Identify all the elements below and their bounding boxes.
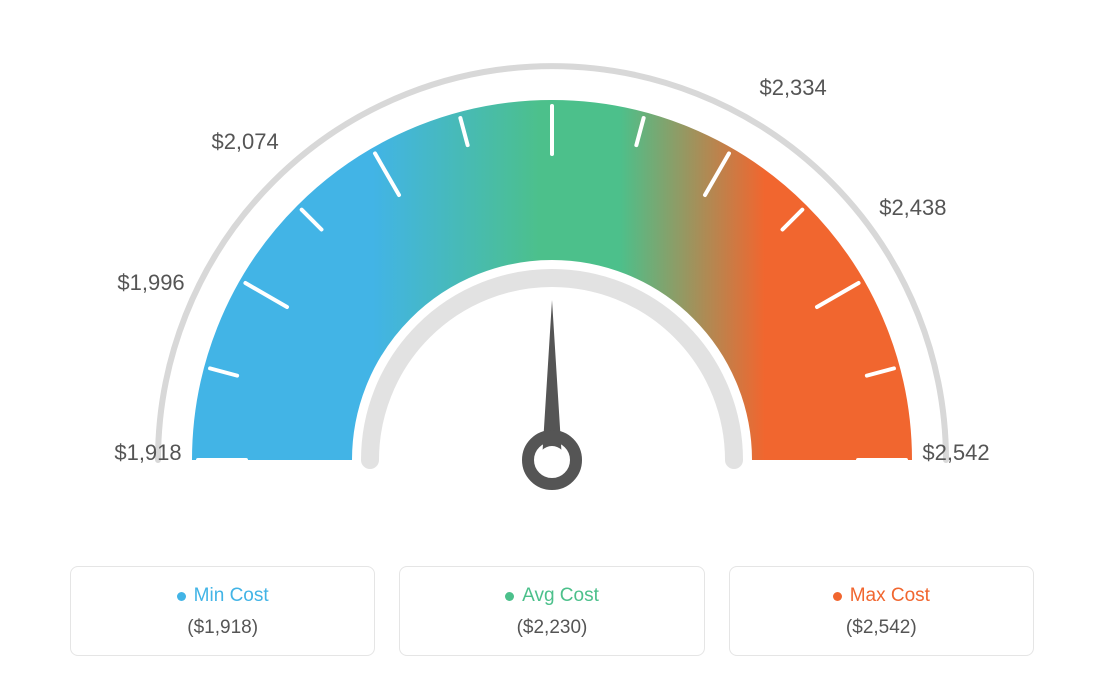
legend-row: Min Cost ($1,918) Avg Cost ($2,230) Max … xyxy=(30,566,1074,656)
legend-card-min: Min Cost ($1,918) xyxy=(70,566,375,656)
legend-min-label: Min Cost xyxy=(194,585,269,607)
legend-max-label: Max Cost xyxy=(850,585,930,607)
legend-avg-label: Avg Cost xyxy=(522,585,599,607)
legend-min-value: ($1,918) xyxy=(91,617,354,639)
svg-text:$2,074: $2,074 xyxy=(211,129,278,154)
svg-text:$2,334: $2,334 xyxy=(759,75,826,100)
legend-max-title: Max Cost xyxy=(833,585,930,607)
svg-text:$2,542: $2,542 xyxy=(922,440,989,465)
legend-min-title: Min Cost xyxy=(177,585,269,607)
legend-avg-value: ($2,230) xyxy=(420,617,683,639)
legend-card-avg: Avg Cost ($2,230) xyxy=(399,566,704,656)
svg-text:$1,918: $1,918 xyxy=(114,440,181,465)
cost-gauge: $1,918$1,996$2,074$2,230$2,334$2,438$2,5… xyxy=(30,30,1074,530)
dot-icon xyxy=(505,592,514,601)
legend-avg-title: Avg Cost xyxy=(505,585,599,607)
svg-text:$1,996: $1,996 xyxy=(117,270,184,295)
dot-icon xyxy=(177,592,186,601)
gauge-svg: $1,918$1,996$2,074$2,230$2,334$2,438$2,5… xyxy=(30,30,1074,530)
svg-text:$2,438: $2,438 xyxy=(879,195,946,220)
legend-max-value: ($2,542) xyxy=(750,617,1013,639)
dot-icon xyxy=(833,592,842,601)
legend-card-max: Max Cost ($2,542) xyxy=(729,566,1034,656)
